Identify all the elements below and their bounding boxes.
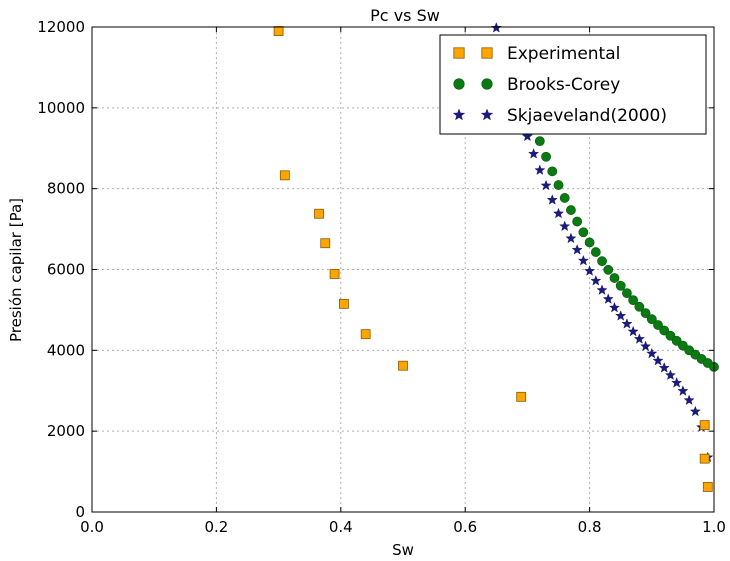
y-tick-label: 8000	[47, 180, 85, 198]
star-point	[590, 275, 602, 286]
series-star	[490, 22, 714, 463]
circle-point	[541, 151, 551, 162]
star-point	[615, 310, 627, 321]
legend-marker	[481, 78, 493, 90]
circle-point	[597, 256, 607, 267]
legend-marker	[453, 78, 465, 90]
star-point	[602, 293, 614, 304]
square-point	[329, 269, 340, 279]
circle-point	[653, 320, 663, 330]
star-point	[664, 369, 676, 380]
square-point	[699, 420, 710, 431]
circle-point	[534, 136, 545, 147]
x-tick-label: 0.2	[204, 518, 228, 536]
circle-point	[622, 288, 632, 299]
star-point	[646, 347, 658, 359]
star-point	[596, 284, 608, 295]
circle-point	[547, 166, 558, 177]
circle-point	[646, 314, 657, 325]
star-point	[571, 244, 583, 255]
x-tick-label: 1.0	[702, 518, 726, 536]
axes: 0.0 0.2 0.4 0.6 0.8 1.0 0 2000 4000 6000 8000 10000…	[37, 18, 726, 536]
star-point	[658, 362, 670, 373]
series-square	[273, 26, 713, 492]
x-tick-label: 0.4	[329, 518, 353, 536]
star-point	[540, 179, 552, 191]
circle-point	[590, 247, 601, 257]
legend-marker	[452, 108, 466, 121]
legend-marker	[453, 47, 465, 59]
square-point	[702, 482, 713, 492]
circle-point	[572, 216, 583, 227]
star-point	[627, 325, 639, 337]
square-point	[516, 391, 527, 402]
circle-point	[578, 227, 589, 238]
star-point	[652, 354, 664, 366]
x-tick-label: 0.0	[80, 518, 104, 536]
square-point	[320, 238, 331, 249]
square-point	[279, 170, 290, 181]
legend-label: Skjaeveland(2000)	[507, 106, 667, 126]
circle-point	[659, 325, 670, 336]
x-tick-label: 0.6	[453, 518, 477, 536]
legend-marker	[481, 47, 493, 59]
circle-point	[615, 280, 626, 291]
x-tick-label: 0.8	[578, 518, 602, 536]
circle-point	[603, 264, 614, 275]
star-point	[608, 301, 620, 313]
star-point	[689, 405, 701, 417]
y-tick-label: 10000	[37, 99, 85, 117]
square-point	[339, 298, 349, 309]
legend-marker	[480, 108, 494, 121]
star-point	[553, 207, 564, 219]
y-tick-label: 0	[75, 503, 85, 521]
x-axis-label: Sw	[392, 541, 414, 559]
legend-label: Brooks-Corey	[507, 75, 620, 95]
star-point	[621, 318, 633, 329]
square-point	[360, 329, 371, 340]
square-point	[314, 208, 324, 219]
star-point	[671, 377, 683, 388]
circle-point	[628, 295, 639, 306]
circle-point	[640, 308, 651, 319]
y-tick-label: 6000	[47, 261, 85, 279]
star-point	[521, 130, 533, 142]
chart-title: Pc vs Sw	[370, 6, 440, 25]
legend-label: Experimental	[507, 44, 620, 64]
star-point	[683, 394, 695, 405]
star-point	[584, 265, 596, 276]
star-point	[677, 385, 689, 396]
square-point	[699, 453, 710, 464]
star-point	[633, 333, 645, 344]
circle-point	[566, 205, 576, 215]
y-tick-label: 2000	[47, 422, 85, 440]
circle-point	[553, 180, 564, 190]
star-point	[534, 164, 546, 175]
star-point	[565, 232, 577, 244]
circle-point	[584, 237, 595, 248]
star-point	[559, 220, 571, 232]
legend: Experimental Brooks-Corey Skjaeveland(2000…	[439, 34, 707, 135]
circle-point	[634, 301, 645, 312]
star-point	[528, 148, 540, 159]
star-point	[640, 340, 652, 352]
y-axis-label: Presión capilar [Pa]	[7, 198, 25, 342]
y-tick-label: 12000	[37, 18, 85, 36]
square-point	[398, 360, 408, 371]
star-point	[546, 194, 558, 205]
y-tick-label: 4000	[47, 341, 85, 359]
circle-point	[609, 273, 620, 283]
star-point	[577, 254, 589, 266]
square-point	[273, 26, 284, 36]
circle-point	[559, 193, 570, 203]
